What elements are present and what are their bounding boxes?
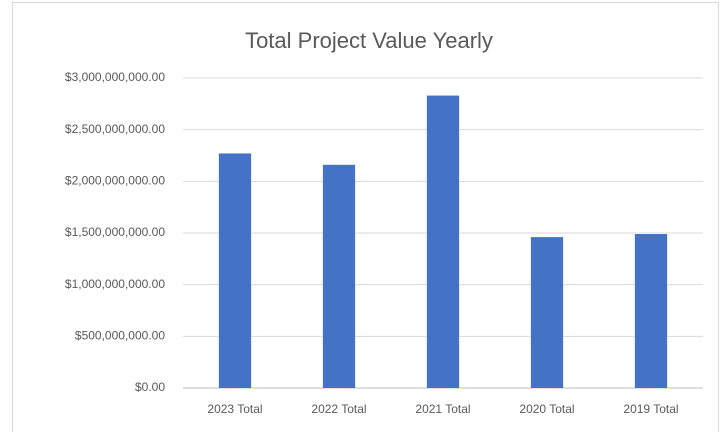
bar [634, 234, 668, 388]
y-tick-label: $1,000,000,000.00 [65, 277, 165, 291]
bar [426, 95, 460, 389]
x-tick-label: 2019 Total [623, 402, 678, 416]
y-tick-label: $1,500,000,000.00 [65, 225, 165, 239]
bar [218, 153, 252, 388]
bar [530, 237, 564, 388]
bar [322, 164, 356, 388]
y-tick-label: $2,500,000,000.00 [65, 122, 165, 136]
x-tick-label: 2023 Total [207, 402, 262, 416]
y-tick-label: $2,000,000,000.00 [65, 174, 165, 188]
x-tick-label: 2022 Total [311, 402, 366, 416]
x-tick-label: 2020 Total [519, 402, 574, 416]
chart-border [12, 2, 719, 432]
y-tick-label: $0.00 [135, 380, 165, 394]
y-tick-label: $3,000,000,000.00 [65, 70, 165, 84]
x-tick-label: 2021 Total [415, 402, 470, 416]
y-tick-label: $500,000,000.00 [75, 329, 165, 343]
chart-title: Total Project Value Yearly [245, 28, 493, 53]
